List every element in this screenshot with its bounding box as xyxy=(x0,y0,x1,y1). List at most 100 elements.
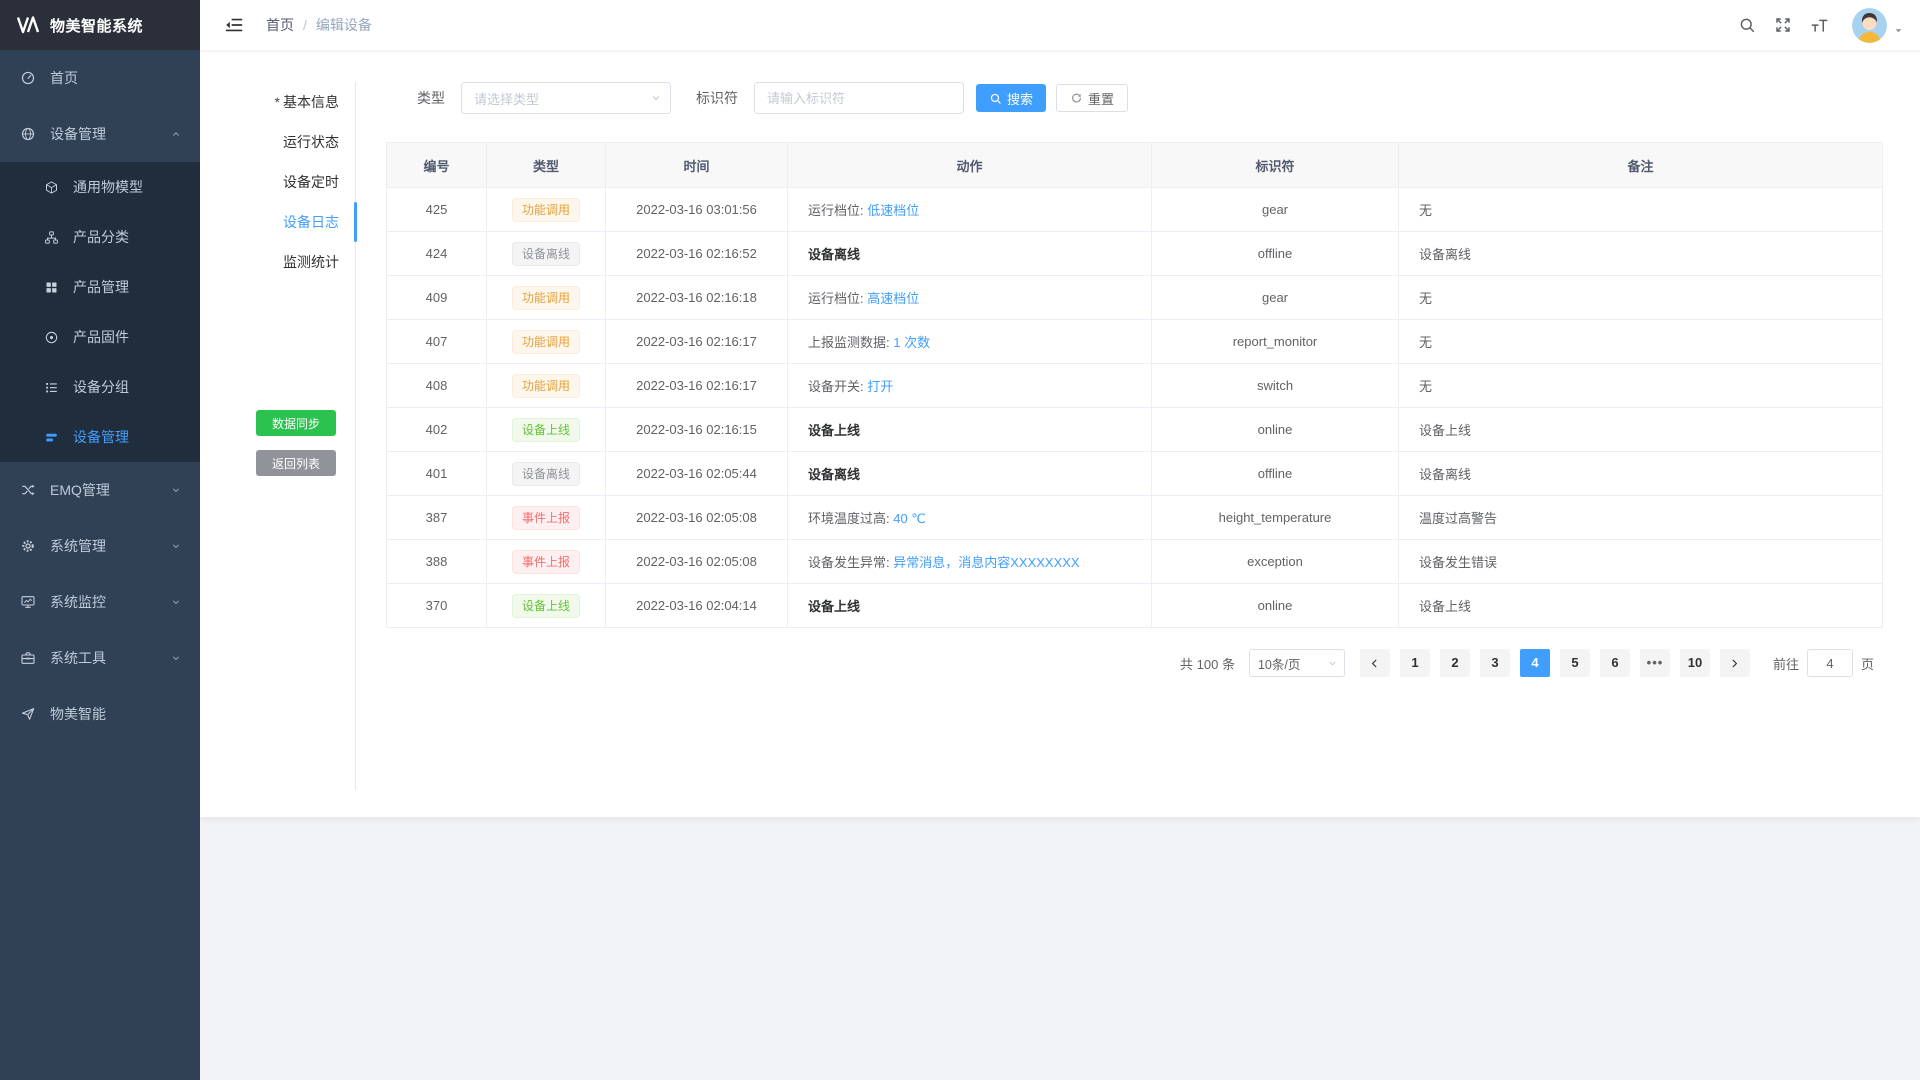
reset-button[interactable]: 重置 xyxy=(1056,84,1129,112)
tab-monitor-stats[interactable]: 监测统计 xyxy=(256,242,355,282)
tab-label: 设备定时 xyxy=(283,174,339,190)
pagination-total: 共 100 条 xyxy=(1180,656,1235,672)
type-tag: 功能调用 xyxy=(511,373,580,398)
sidebar-item-system-management[interactable]: 系统管理 xyxy=(0,518,200,574)
navbar-actions xyxy=(1729,7,1904,43)
data-sync-button[interactable]: 数据同步 xyxy=(256,410,336,436)
table-row: 408 功能调用 2022-03-16 02:16:17 设备开关: 打开 switch… xyxy=(386,363,1883,408)
page-button-3[interactable]: 3 xyxy=(1479,649,1510,677)
page-button-4[interactable]: 4 xyxy=(1519,649,1550,677)
cell-type: 事件上报 xyxy=(486,495,606,540)
search-button[interactable]: 搜索 xyxy=(976,84,1047,112)
goto-page-input[interactable] xyxy=(1806,649,1853,677)
cell-action: 设备上线 xyxy=(787,583,1152,628)
cell-remark: 设备上线 xyxy=(1398,407,1883,452)
cell-time: 2022-03-16 02:04:14 xyxy=(605,583,788,628)
sidebar-item-product-management[interactable]: 产品管理 xyxy=(0,262,200,312)
sidebar-item-label: 系统监控 xyxy=(50,594,106,610)
type-select[interactable]: 请选择类型 xyxy=(461,82,671,114)
cell-identifier: switch xyxy=(1151,363,1399,408)
sidebar-item-device-list[interactable]: 设备管理 xyxy=(0,412,200,462)
sidebar-item-label: 产品管理 xyxy=(73,279,129,295)
breadcrumb-home[interactable]: 首页 xyxy=(266,17,294,33)
chevron-right-icon xyxy=(1728,657,1741,670)
sidebar-item-thing-model[interactable]: 通用物模型 xyxy=(0,162,200,212)
font-size-icon[interactable] xyxy=(1801,16,1838,35)
sidebar-item-label: 系统工具 xyxy=(50,650,106,666)
cell-type: 设备离线 xyxy=(486,451,606,496)
cell-number: 402 xyxy=(386,407,487,452)
cell-time: 2022-03-16 02:16:17 xyxy=(605,319,788,364)
action-text: 设备离线 xyxy=(808,467,861,482)
main-area: 首页 / 编辑设备 xyxy=(200,0,1920,817)
tab-device-log[interactable]: 设备日志 xyxy=(256,202,357,242)
action-text: 上报监测数据: xyxy=(808,335,894,350)
sidebar-item-label: 设备分组 xyxy=(73,379,129,395)
cell-number: 401 xyxy=(386,451,487,496)
column-header: 标识符 xyxy=(1151,142,1399,188)
logo-icon xyxy=(16,15,40,35)
identifier-input[interactable] xyxy=(754,82,964,114)
action-link[interactable]: 打开 xyxy=(867,379,894,394)
page-button-2[interactable]: 2 xyxy=(1439,649,1470,677)
page-button-5[interactable]: 5 xyxy=(1559,649,1590,677)
column-header: 动作 xyxy=(787,142,1152,188)
sidebar-item-product-category[interactable]: 产品分类 xyxy=(0,212,200,262)
cell-type: 事件上报 xyxy=(486,539,606,584)
page-button-1[interactable]: 1 xyxy=(1399,649,1430,677)
top-navbar: 首页 / 编辑设备 xyxy=(200,0,1920,50)
sidebar-item-system-tools[interactable]: 系统工具 xyxy=(0,630,200,686)
column-header: 类型 xyxy=(486,142,606,188)
tab-running-status[interactable]: 运行状态 xyxy=(256,122,355,162)
search-icon xyxy=(989,92,1002,105)
action-link[interactable]: 低速档位 xyxy=(867,203,920,218)
action-link[interactable]: 1 次数 xyxy=(893,335,931,350)
tab-basic-info[interactable]: * 基本信息 xyxy=(256,82,355,122)
reset-button-label: 重置 xyxy=(1088,91,1115,107)
next-page-button[interactable] xyxy=(1719,649,1750,677)
action-link[interactable]: 高速档位 xyxy=(867,291,920,306)
user-menu[interactable] xyxy=(1852,7,1904,43)
group-icon xyxy=(44,380,59,395)
cell-time: 2022-03-16 02:16:18 xyxy=(605,275,788,320)
search-icon[interactable] xyxy=(1729,16,1765,34)
app-logo[interactable]: 物美智能系统 xyxy=(0,0,200,50)
tab-device-timer[interactable]: 设备定时 xyxy=(256,162,355,202)
cell-identifier: height_temperature xyxy=(1151,495,1399,540)
sidebar-item-wumei-smart[interactable]: 物美智能 xyxy=(0,686,200,742)
cell-time: 2022-03-16 02:16:52 xyxy=(605,231,788,276)
device-log-table: 编号 类型 时间 动作 标识符 备注 425 功能调用 2022-03-16 03:01:56… xyxy=(386,142,1883,628)
cell-identifier: report_monitor xyxy=(1151,319,1399,364)
sidebar-item-home[interactable]: 首页 xyxy=(0,50,200,106)
sidebar-item-device-group[interactable]: 设备分组 xyxy=(0,362,200,412)
type-tag: 事件上报 xyxy=(511,505,580,530)
sidebar-item-device-management[interactable]: 设备管理 xyxy=(0,106,200,162)
page-button-6[interactable]: 6 xyxy=(1599,649,1630,677)
table-row: 409 功能调用 2022-03-16 02:16:18 运行档位: 高速档位 gear… xyxy=(386,275,1883,320)
page-size-value: 10条/页 xyxy=(1257,657,1301,672)
sidebar-item-product-firmware[interactable]: 产品固件 xyxy=(0,312,200,362)
page-button-10[interactable]: 10 xyxy=(1679,649,1710,677)
fullscreen-icon[interactable] xyxy=(1765,16,1801,34)
cell-remark: 温度过高警告 xyxy=(1398,495,1883,540)
pagination: 共 100 条 10条/页 1 2 3 4 5 6 ••• 10 xyxy=(386,649,1882,677)
cell-identifier: gear xyxy=(1151,187,1399,232)
sidebar-item-emq-management[interactable]: EMQ管理 xyxy=(0,462,200,518)
action-link[interactable]: 40 ℃ xyxy=(893,511,926,526)
cell-remark: 设备发生错误 xyxy=(1398,539,1883,584)
cell-time: 2022-03-16 02:05:08 xyxy=(605,495,788,540)
tab-label: 运行状态 xyxy=(283,134,339,150)
back-to-list-button[interactable]: 返回列表 xyxy=(256,450,336,476)
sidebar-item-label: 产品分类 xyxy=(73,229,129,245)
page-more-button[interactable]: ••• xyxy=(1639,649,1670,677)
action-link[interactable]: 异常消息，消息内容XXXXXXXX xyxy=(893,555,1080,570)
cell-action: 设备发生异常: 异常消息，消息内容XXXXXXXX xyxy=(787,539,1152,584)
sidebar-item-system-monitor[interactable]: 系统监控 xyxy=(0,574,200,630)
cell-type: 功能调用 xyxy=(486,275,606,320)
cell-time: 2022-03-16 02:16:17 xyxy=(605,363,788,408)
cell-action: 环境温度过高: 40 ℃ xyxy=(787,495,1152,540)
table-row: 402 设备上线 2022-03-16 02:16:15 设备上线 online 设备上线 xyxy=(386,407,1883,452)
sidebar-fold-icon[interactable] xyxy=(216,15,252,35)
prev-page-button[interactable] xyxy=(1359,649,1390,677)
page-size-select[interactable]: 10条/页 xyxy=(1248,649,1345,677)
